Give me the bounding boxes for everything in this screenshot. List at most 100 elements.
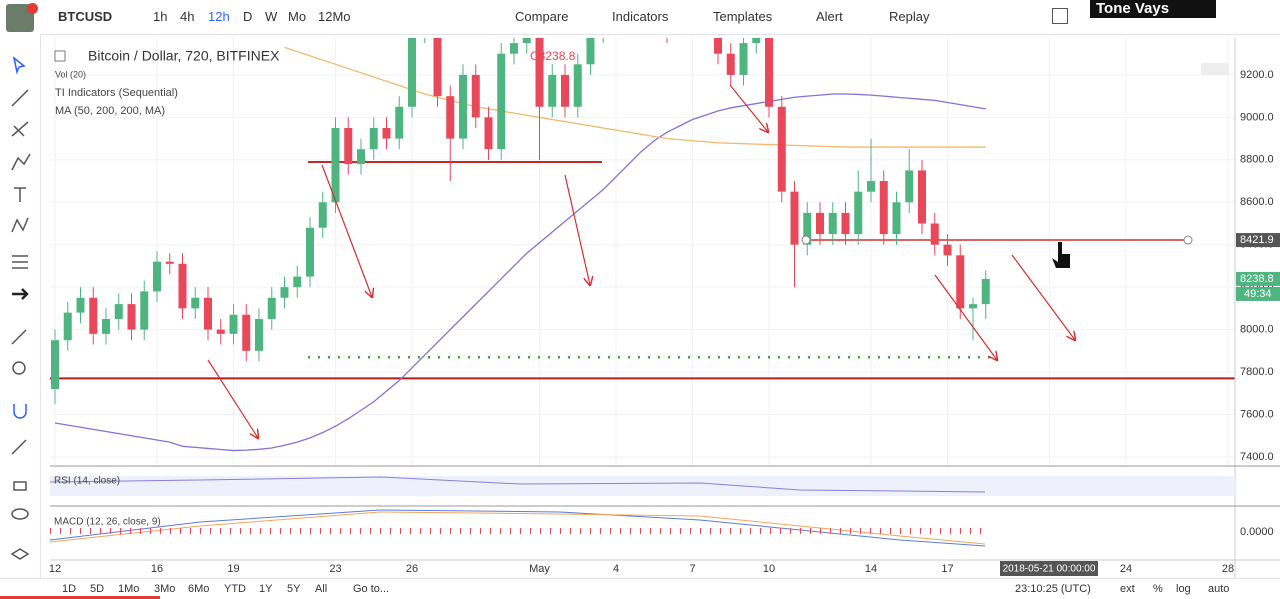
- x-tick-label: 4: [613, 563, 619, 575]
- x-tick-label: 14: [865, 563, 877, 575]
- price-plot: [50, 38, 1235, 452]
- zoom-tool[interactable]: [12, 361, 26, 375]
- layers-tool[interactable]: [10, 548, 30, 560]
- candle-body: [892, 202, 901, 235]
- candle-body: [497, 53, 506, 150]
- candle-body: [956, 255, 965, 309]
- pane-buttons[interactable]: [1201, 63, 1229, 75]
- study-legend: TI Indicators (Sequential): [55, 87, 178, 99]
- price-label: 8421.9: [1240, 234, 1274, 246]
- x-tick-label: 23: [329, 563, 341, 575]
- axis-option[interactable]: auto: [1208, 583, 1230, 595]
- symbol[interactable]: BTCUSD: [58, 9, 113, 24]
- presenter-name: Tone Vays: [1090, 0, 1216, 18]
- candle-body: [510, 43, 518, 54]
- arrow-tool[interactable]: [12, 288, 29, 300]
- x-tick-label: 17: [941, 563, 953, 575]
- range-button[interactable]: 1Y: [259, 583, 273, 595]
- candle-body: [306, 227, 314, 277]
- brush-tool[interactable]: [11, 153, 31, 171]
- toolbar-button[interactable]: Templates: [713, 9, 773, 24]
- candle-body: [930, 223, 939, 245]
- candle-body: [918, 170, 926, 224]
- clock: 23:10:25 (UTC): [1015, 583, 1091, 595]
- toolbar-button[interactable]: Replay: [889, 9, 930, 24]
- candle-body: [765, 38, 773, 107]
- interval-button[interactable]: 12h: [208, 9, 230, 24]
- signal-line: [49, 511, 986, 545]
- candle-body: [879, 181, 888, 235]
- candle-body: [255, 318, 263, 351]
- x-tick-label: 26: [406, 563, 418, 575]
- x-tick-label: May: [529, 563, 550, 575]
- candle-body: [140, 291, 149, 330]
- badge: [27, 3, 38, 14]
- candle-body: [204, 297, 212, 330]
- range-button[interactable]: YTD: [224, 583, 246, 595]
- interval-button[interactable]: 1h: [153, 9, 168, 24]
- rsi-title: RSI (14, close): [54, 476, 120, 487]
- lock-tool[interactable]: [13, 481, 27, 491]
- interval-button[interactable]: W: [265, 9, 278, 24]
- candle-body: [344, 127, 353, 165]
- axis-option[interactable]: %: [1153, 583, 1163, 595]
- candle-body: [752, 38, 761, 44]
- annotation-arrows: [207, 84, 1075, 438]
- range-button[interactable]: All: [315, 583, 328, 595]
- range-button[interactable]: 3Mo: [154, 583, 176, 595]
- toolbar-button[interactable]: Alert: [816, 9, 843, 24]
- candle-body: [943, 244, 952, 256]
- interval-button[interactable]: Mo: [288, 9, 307, 24]
- magnet-tool[interactable]: [13, 404, 27, 419]
- level-handle: [1183, 235, 1193, 245]
- rsi-line: [49, 476, 986, 493]
- candle-body: [242, 314, 251, 351]
- text-tool[interactable]: [14, 187, 26, 202]
- y-tick-label: 9200.0: [1240, 69, 1274, 81]
- candle-body: [459, 74, 467, 139]
- stay-drawing-tool[interactable]: [11, 439, 27, 455]
- prediction-tool[interactable]: [12, 255, 28, 269]
- range-button[interactable]: 5D: [90, 583, 105, 595]
- moving-average: [54, 93, 986, 452]
- fib-tool[interactable]: [11, 121, 29, 137]
- candle-body: [153, 261, 161, 292]
- range-button[interactable]: 6Mo: [188, 583, 210, 595]
- cursor-tool[interactable]: [12, 56, 26, 75]
- pattern-tool[interactable]: [11, 217, 29, 233]
- checkbox[interactable]: [1052, 8, 1068, 24]
- interval-button[interactable]: 4h: [180, 9, 195, 24]
- range-button[interactable]: 5Y: [287, 583, 301, 595]
- arrow: [207, 359, 258, 438]
- candle-body: [969, 304, 977, 309]
- ruler-tool[interactable]: [11, 329, 27, 345]
- last-price-bg: [1236, 271, 1280, 286]
- candle-body: [216, 329, 225, 334]
- axis-option[interactable]: log: [1176, 583, 1191, 595]
- y-tick-label: 7400.0: [1240, 451, 1274, 463]
- range-button[interactable]: 1Mo: [118, 583, 140, 595]
- candle-body: [522, 38, 531, 44]
- toolbar-button[interactable]: Compare: [515, 9, 569, 24]
- candle-body: [280, 287, 289, 298]
- level-handle: [801, 235, 811, 245]
- tool-icons: [10, 56, 31, 560]
- toolbar-button[interactable]: Indicators: [612, 9, 669, 24]
- line-tool[interactable]: [11, 89, 29, 107]
- interval-button[interactable]: 12Mo: [318, 9, 351, 24]
- collapse-button[interactable]: [54, 50, 66, 62]
- candle-body: [561, 74, 569, 107]
- y-tick-label: 7600.0: [1240, 408, 1274, 420]
- candle-body: [446, 96, 455, 139]
- x-tick-label: 28: [1222, 563, 1234, 575]
- eye-tool[interactable]: [11, 508, 29, 520]
- range-button[interactable]: 1D: [62, 583, 77, 595]
- candle-body: [433, 38, 442, 97]
- candle-body: [357, 149, 365, 165]
- candle-body: [318, 202, 327, 228]
- interval-button[interactable]: D: [243, 9, 253, 24]
- x-tick-label: 16: [151, 563, 163, 575]
- axis-option[interactable]: ext: [1120, 583, 1135, 595]
- price-label-bg: [1236, 233, 1280, 248]
- goto-button[interactable]: Go to...: [353, 583, 390, 595]
